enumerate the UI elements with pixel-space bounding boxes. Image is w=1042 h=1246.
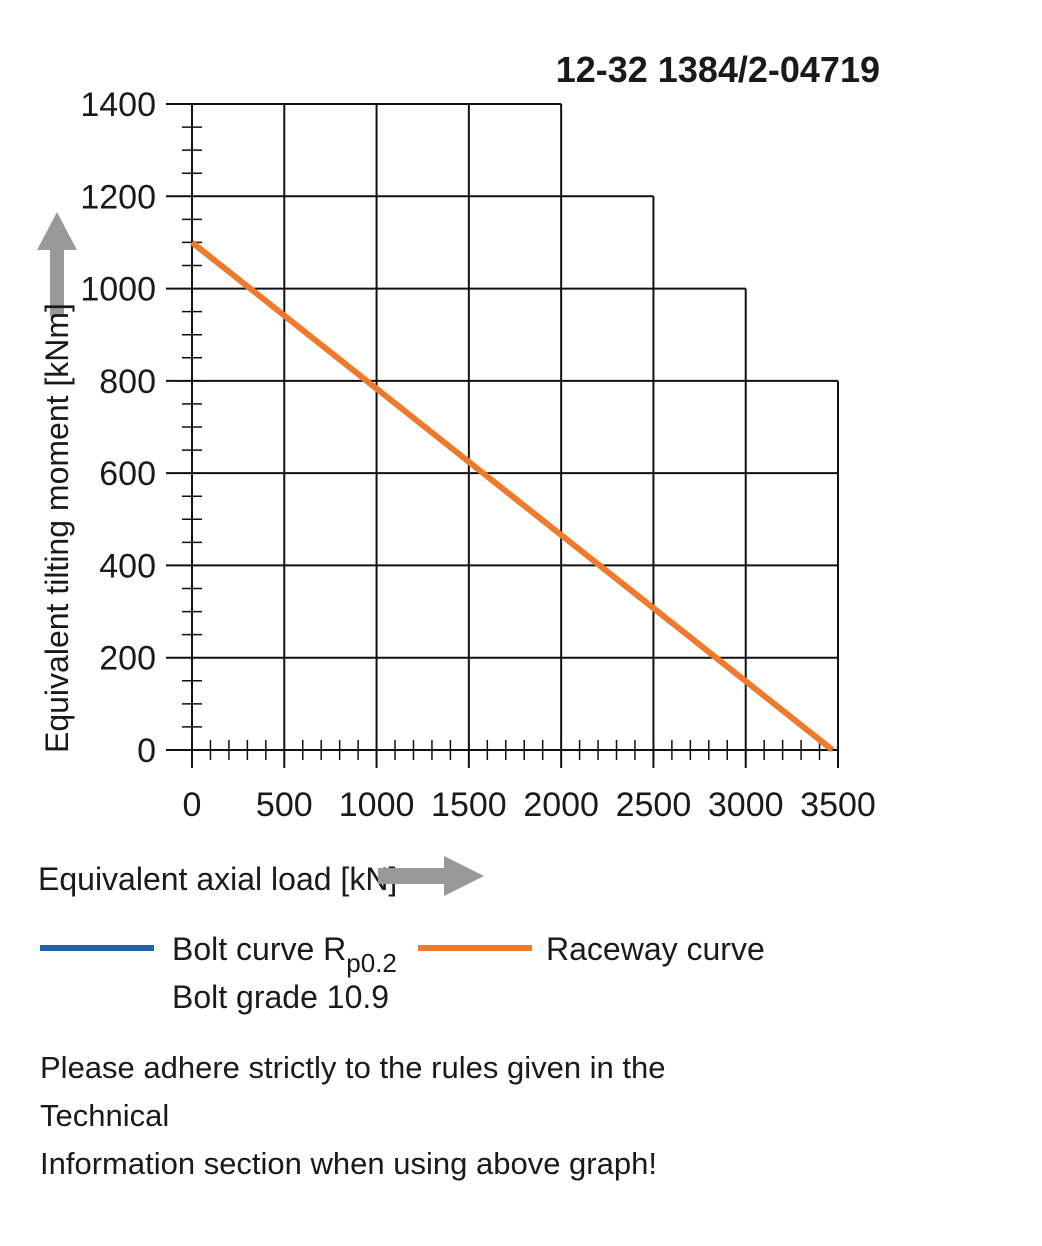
y-tick-label-6: 1200 xyxy=(80,178,156,216)
legend-label-bolt-curve: Bolt curve Rp0.2 xyxy=(172,931,397,978)
y-axis-arrow-icon xyxy=(37,212,77,316)
series-layer xyxy=(190,240,835,753)
y-tick-label-2: 400 xyxy=(99,547,156,585)
usage-note-line-1: Please adhere strictly to the rules give… xyxy=(40,1050,666,1133)
x-tick-label-5: 2500 xyxy=(616,786,692,824)
y-axis-title: Equivalent tilting moment [kNm] xyxy=(39,303,75,753)
x-tick-label-7: 3500 xyxy=(800,786,876,824)
y-tick-label-3: 600 xyxy=(99,455,156,493)
x-axis-title: Equivalent axial load [kN] xyxy=(38,861,397,897)
legend: Bolt curve Rp0.2 Bolt grade 10.9 Raceway… xyxy=(40,931,765,1015)
y-tick-labels: 0 200 400 600 800 1000 1200 1400 xyxy=(80,86,156,770)
minor-ticks xyxy=(182,103,839,760)
legend-bolt-label: Bolt curve R xyxy=(172,931,346,967)
x-tick-label-3: 1500 xyxy=(431,786,507,824)
x-tick-label-6: 3000 xyxy=(708,786,784,824)
legend-label-raceway-curve: Raceway curve xyxy=(546,931,765,967)
y-tick-label-7: 1400 xyxy=(80,86,156,124)
usage-note: Please adhere strictly to the rules give… xyxy=(40,1044,800,1188)
chart-title: 12-32 1384/2-04719 xyxy=(556,49,880,90)
legend-bolt-grade: Bolt grade 10.9 xyxy=(172,979,389,1015)
x-tick-label-0: 0 xyxy=(183,786,202,824)
y-tick-label-5: 1000 xyxy=(80,271,156,309)
usage-note-line-2: Information section when using above gra… xyxy=(40,1146,657,1181)
y-tick-label-4: 800 xyxy=(99,363,156,401)
grid xyxy=(166,103,839,768)
legend-bolt-subscript: p0.2 xyxy=(346,948,397,978)
series-line-raceway-curve xyxy=(190,240,835,753)
x-tick-labels: 0 500 1000 1500 2000 2500 3000 3500 xyxy=(183,786,876,824)
chart: 12-32 1384/2-04719 0 200 400 600 800 1000 1200… xyxy=(37,49,880,1015)
x-axis-arrow-icon xyxy=(378,856,484,896)
x-tick-label-4: 2000 xyxy=(523,786,599,824)
x-tick-label-2: 1000 xyxy=(339,786,415,824)
y-tick-label-1: 200 xyxy=(99,640,156,678)
y-tick-label-0: 0 xyxy=(137,732,156,770)
x-tick-label-1: 500 xyxy=(256,786,313,824)
